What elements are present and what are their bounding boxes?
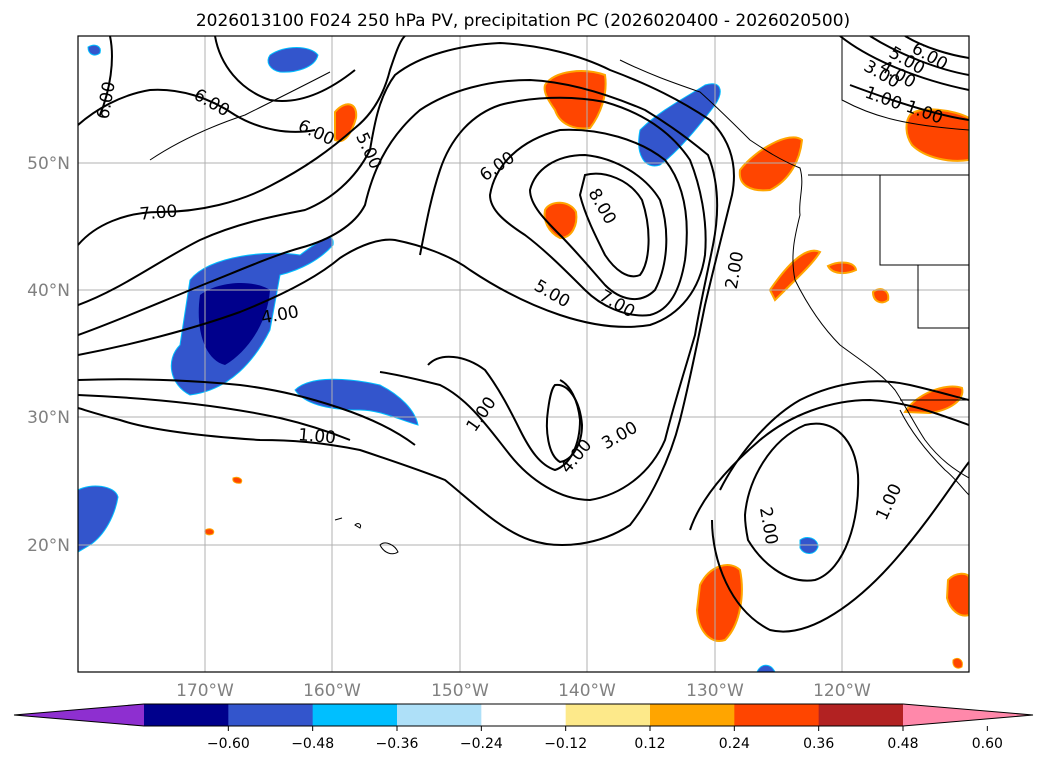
figure-title: 2026013100 F024 250 hPa PV, precipitatio… — [196, 11, 850, 31]
contour-line — [743, 422, 860, 582]
precip-positive-area — [905, 108, 969, 162]
colorbar-segment — [650, 704, 735, 726]
contour-label: 7.00 — [139, 202, 178, 225]
precip-positive-area — [871, 288, 890, 304]
precip-positive-area — [945, 572, 969, 617]
precip-negative-core — [198, 283, 270, 365]
contour-line — [214, 36, 356, 102]
contour-line — [849, 84, 969, 121]
lat-labels: 50°N 40°N 30°N 20°N — [27, 154, 70, 556]
colorbar-tick-label: 0.36 — [803, 736, 834, 752]
island — [379, 542, 399, 555]
precip-positive-area — [232, 476, 243, 484]
lon-label: 140°W — [558, 681, 616, 701]
colorbar-tick-label: 0.12 — [634, 736, 665, 752]
contour-line — [78, 36, 406, 246]
colorbar-tick-label: 0.24 — [719, 736, 750, 752]
precip-negative-area — [87, 44, 101, 56]
colorbar-extend-min — [14, 704, 144, 726]
island — [354, 523, 361, 529]
lon-label: 160°W — [303, 681, 361, 701]
contour-line — [78, 41, 735, 546]
contour-line — [78, 394, 351, 441]
contour-label: 1.00 — [297, 425, 336, 448]
precip-positive-area — [695, 564, 743, 642]
contour-line — [904, 36, 969, 59]
colorbar-tick-label: 0.60 — [972, 736, 1003, 752]
contour-line — [78, 78, 719, 502]
colorbar-tick-label: 0.48 — [887, 736, 918, 752]
precip-positive-areas — [204, 70, 969, 669]
colorbar-tick-label: −0.36 — [376, 736, 419, 752]
colorbar-segment — [818, 704, 904, 726]
lon-label: 130°W — [686, 681, 744, 701]
precip-positive-area — [204, 528, 215, 536]
lon-label: 150°W — [431, 681, 489, 701]
lon-label: 170°W — [176, 681, 234, 701]
contour-line — [99, 36, 113, 116]
precip-negative-area — [267, 47, 319, 73]
state-border — [841, 36, 969, 131]
colorbar-tick-label: −0.12 — [544, 736, 587, 752]
lat-label: 30°N — [27, 408, 70, 428]
island — [334, 517, 343, 521]
colorbar: −0.60 −0.48 −0.36 −0.24 −0.12 0.12 0.24 0.36 0.4… — [13, 703, 1034, 752]
colorbar-segment — [312, 704, 398, 726]
contour-line — [427, 355, 582, 472]
pv-contours — [78, 36, 969, 633]
precip-positive-area — [543, 70, 607, 130]
contour-line — [689, 398, 969, 531]
precip-negative-area — [294, 378, 419, 426]
coastlines — [149, 36, 969, 555]
colorbar-segment — [481, 704, 567, 726]
colorbar-segment — [397, 704, 482, 726]
contour-line — [545, 383, 584, 464]
precip-positive-area — [952, 657, 963, 669]
colorbar-segment — [734, 704, 820, 726]
map-frame — [77, 35, 970, 673]
aleutians — [149, 71, 331, 161]
contour-line — [78, 378, 416, 446]
lat-label: 50°N — [27, 154, 70, 174]
colorbar-segment — [565, 704, 651, 726]
grid-lines — [78, 36, 969, 672]
colorbar-tick-label: −0.48 — [291, 736, 334, 752]
contour-line — [711, 461, 969, 633]
colorbar-extend-max — [903, 704, 1033, 726]
na-coastline — [619, 59, 969, 479]
colorbar-segment — [228, 704, 314, 726]
precip-negative-area — [78, 485, 119, 553]
lon-labels: 170°W 160°W 150°W 140°W 130°W 120°W — [176, 681, 871, 701]
contour-line — [839, 36, 969, 91]
colorbar-outline — [13, 703, 1034, 727]
lat-label: 40°N — [27, 281, 70, 301]
precip-positive-area — [543, 201, 578, 240]
colorbar-segment — [144, 704, 229, 726]
contour-line — [78, 88, 316, 133]
state-border — [917, 265, 969, 329]
contour-line — [528, 153, 668, 300]
lat-label: 20°N — [27, 536, 70, 556]
contour-line — [869, 36, 969, 76]
precip-positive-area — [768, 249, 822, 302]
baja-coastline — [899, 409, 969, 496]
precip-negative-area — [799, 537, 819, 554]
contour-line — [78, 96, 707, 356]
contour-line — [719, 380, 969, 491]
colorbar-tick-label: −0.24 — [460, 736, 503, 752]
state-border — [879, 175, 969, 266]
colorbar-tick-label: −0.60 — [207, 736, 250, 752]
lon-label: 120°W — [813, 681, 871, 701]
contour-line — [578, 172, 650, 278]
contour-line — [488, 128, 688, 317]
